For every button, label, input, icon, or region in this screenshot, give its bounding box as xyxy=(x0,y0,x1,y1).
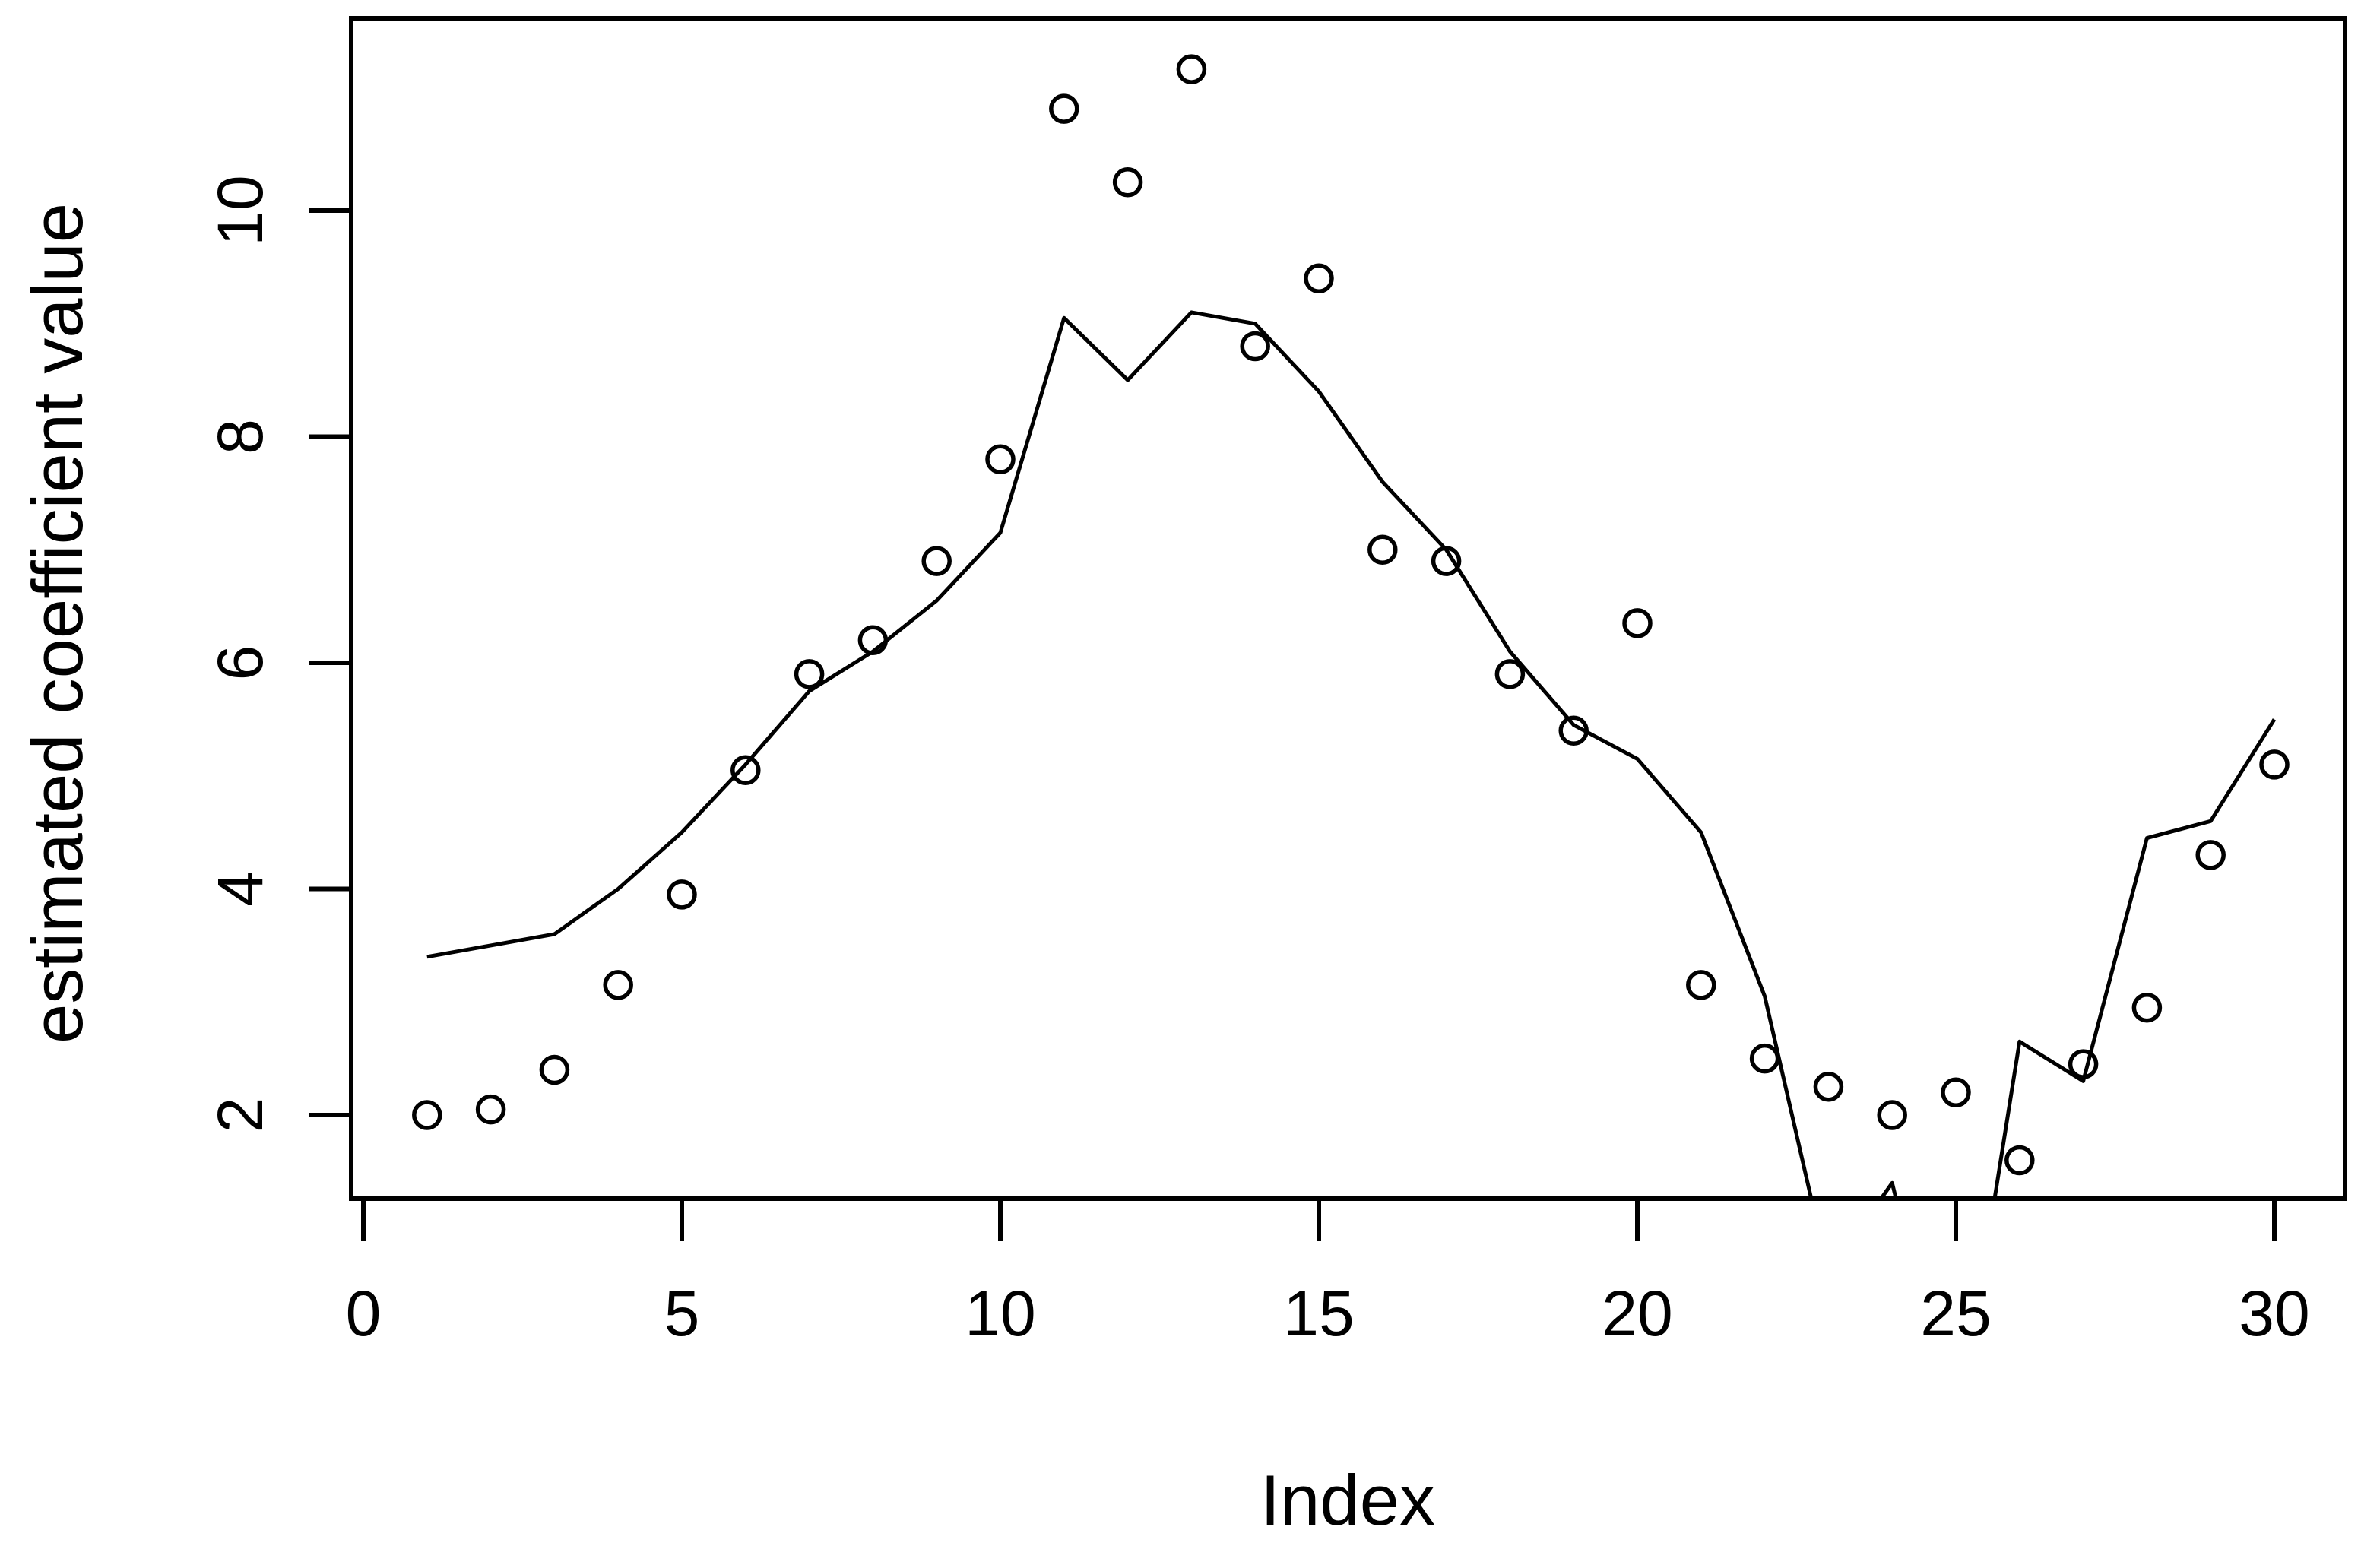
data-point-circle xyxy=(603,970,633,1000)
data-point-circle xyxy=(1686,970,1716,1000)
data-point-circle xyxy=(412,1100,442,1130)
fit-line xyxy=(426,310,2277,1199)
data-point-circle xyxy=(985,444,1016,475)
data-point-circle xyxy=(539,1054,570,1085)
y-tick-label: 10 xyxy=(204,175,276,246)
x-tick-label: 15 xyxy=(1283,1278,1354,1349)
y-tick-label: 8 xyxy=(204,419,276,455)
x-tick-label: 20 xyxy=(1602,1278,1672,1349)
x-axis: 0 5 10 15 20 25 30 xyxy=(346,1199,2310,1349)
data-point-circle xyxy=(1941,1077,1971,1108)
data-point-circle xyxy=(1877,1100,1907,1130)
data-point-circle xyxy=(1813,1072,1844,1102)
scatter-points xyxy=(412,54,2290,1176)
data-point-circle xyxy=(730,755,761,786)
y-tick-label: 6 xyxy=(204,645,276,681)
data-point-circle xyxy=(1304,263,1334,294)
data-point-circle xyxy=(1049,93,1079,124)
x-tick-label: 5 xyxy=(664,1278,700,1349)
x-tick-label: 30 xyxy=(2239,1278,2309,1349)
x-tick-label: 10 xyxy=(965,1278,1035,1349)
x-tick-label: 0 xyxy=(346,1278,382,1349)
data-point-circle xyxy=(1494,659,1526,689)
data-point-circle xyxy=(667,879,697,910)
data-point-circle xyxy=(921,546,952,576)
y-tick-label: 2 xyxy=(204,1098,276,1133)
x-axis-title: Index xyxy=(1260,1460,1435,1540)
x-tick-label: 25 xyxy=(1920,1278,1991,1349)
data-point-circle xyxy=(1367,534,1398,565)
y-axis-title: estimated coefficient value xyxy=(17,203,97,1044)
y-tick-label: 4 xyxy=(204,871,276,907)
data-point-circle xyxy=(1622,608,1653,638)
data-point-circle xyxy=(1558,715,1589,746)
data-point-circle xyxy=(1176,54,1207,84)
data-point-circle xyxy=(857,625,889,656)
data-point-circle xyxy=(2004,1145,2035,1176)
data-point-circle xyxy=(475,1094,506,1125)
data-point-circle xyxy=(1240,331,1270,362)
data-point-circle xyxy=(2259,749,2290,780)
data-point-circle xyxy=(2068,1049,2099,1079)
y-axis: 2 4 6 8 10 xyxy=(204,175,351,1133)
data-point-circle xyxy=(2131,992,2163,1023)
data-point-circle xyxy=(1749,1043,1780,1074)
data-point-circle xyxy=(1431,546,1462,576)
plot-border xyxy=(349,16,2347,1201)
data-point-circle xyxy=(2195,840,2226,870)
data-point-circle xyxy=(794,659,825,689)
data-point-circle xyxy=(1112,167,1143,198)
